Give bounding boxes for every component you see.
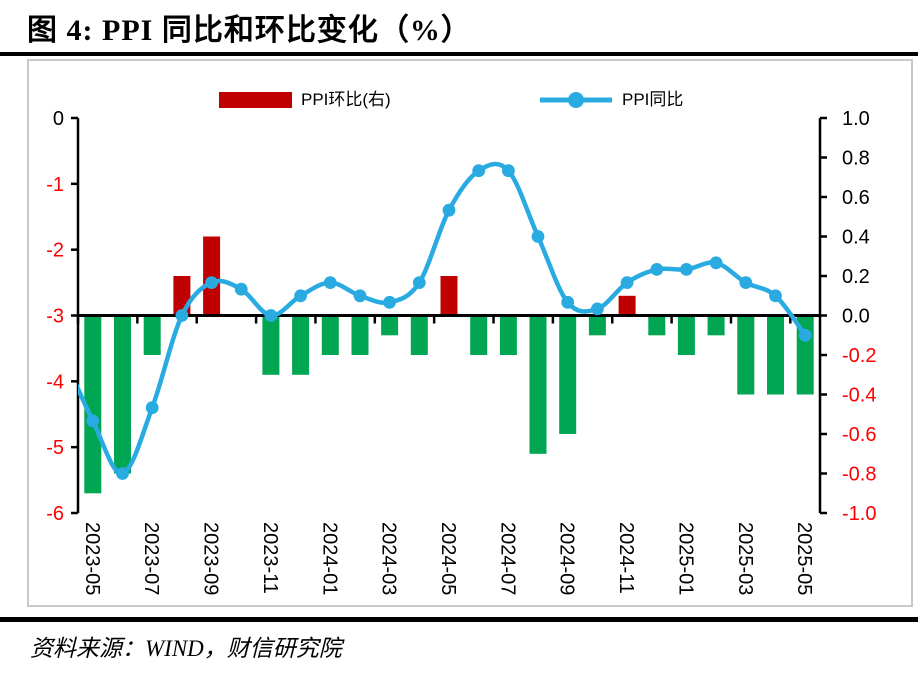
left-axis-tick-label: -5 (46, 437, 64, 459)
x-axis-tick-label: 2023-05 (81, 522, 103, 595)
yoy-data-point (264, 309, 278, 322)
right-axis-tick-label: -0.4 (842, 385, 876, 407)
bar-ppi-mom (707, 315, 725, 336)
figure-title: 图 4: PPI 同比和环比变化（%） (27, 14, 472, 47)
yoy-data-point (383, 295, 396, 309)
bar-ppi-mom (440, 276, 458, 316)
yoy-data-point (798, 328, 812, 342)
yoy-data-point (739, 276, 753, 289)
right-axis-tick-label: -0.2 (842, 345, 876, 367)
bar-ppi-mom (588, 315, 606, 336)
axes (71, 116, 827, 515)
x-axis-tick-label: 2025-01 (674, 522, 696, 595)
right-axis-tick-label: 0.8 (842, 148, 870, 170)
yoy-data-point (442, 203, 456, 217)
bar-ppi-mom (559, 315, 577, 434)
yoy-data-point (769, 289, 782, 303)
yoy-data-point (205, 276, 219, 289)
bar-ppi-mom (499, 315, 517, 355)
yoy-data-point (502, 164, 515, 178)
bar-ppi-mom (618, 295, 636, 316)
right-axis-labels: 1.0 0.8 0.6 0.4 0.2 0.0 -0.2 -0.4 -0.6 -0.8 -1.0 (842, 108, 876, 525)
left-axis-tick-label: -6 (46, 503, 64, 525)
x-axis-tick-label: 2024-11 (615, 522, 637, 594)
plot-svg: 0 -1 -2 -3 -4 -5 -6 1.0 0.8 0.6 0.4 0.2 0.0 -0.2 -0.4 -… (46, 108, 876, 595)
legend-item-ppi-mom: PPI环比(右) (219, 90, 391, 110)
x-axis-tick-label: 2024-07 (496, 522, 518, 595)
right-axis-tick-label: 0.2 (842, 266, 870, 288)
yoy-data-point (145, 401, 159, 415)
right-axis-tick-label: 0.4 (842, 227, 870, 249)
yoy-data-point (294, 289, 307, 303)
bar-ppi-mom (292, 315, 310, 375)
yoy-data-point (650, 263, 664, 276)
yoy-data-point (591, 302, 604, 316)
x-axis-tick-label: 2025-03 (734, 522, 756, 595)
bar-ppi-mom (529, 315, 547, 454)
x-axis-tick-label: 2024-03 (378, 522, 400, 595)
left-axis-labels: 0 -1 -2 -3 -4 -5 -6 (46, 108, 64, 525)
x-axis-tick-label: 2025-05 (793, 522, 815, 595)
bar-ppi-mom (203, 236, 221, 316)
bar-ppi-mom (381, 315, 399, 336)
right-axis-tick-label: 0.6 (842, 187, 870, 209)
right-axis-tick-label: 1.0 (842, 108, 870, 130)
yoy-data-point (353, 289, 367, 303)
right-axis-tick-label: -0.8 (842, 464, 876, 486)
yoy-line-path (78, 161, 808, 476)
bar-ppi-mom (84, 315, 102, 494)
yoy-data-point (86, 414, 100, 428)
x-axis-tick-label: 2023-11 (259, 522, 281, 594)
bar-ppi-mom (143, 315, 161, 355)
title-rule (0, 52, 918, 56)
x-axis-tick-label: 2023-07 (140, 522, 162, 595)
left-axis-tick-label: 0 (53, 108, 64, 130)
chart-panel: 0 -1 -2 -3 -4 -5 -6 1.0 0.8 0.6 0.4 0.2 0.0 -0.2 -0.4 -… (27, 59, 913, 607)
source-note: 资料来源：WIND，财信研究院 (30, 636, 342, 661)
yoy-data-point (709, 256, 723, 270)
ppi-yoy-markers (86, 164, 812, 480)
bar-ppi-mom (410, 315, 428, 355)
legend-label-ppi-mom: PPI环比(右) (301, 90, 391, 109)
x-axis-tick-label: 2024-05 (437, 522, 459, 595)
x-axis-tick-label: 2023-09 (200, 522, 222, 595)
yoy-data-point (412, 276, 426, 289)
line-marker-icon (540, 92, 612, 108)
bar-ppi-mom (262, 315, 280, 375)
bar-ppi-mom (321, 315, 339, 355)
bar-ppi-mom (351, 315, 369, 355)
x-axis-labels: 2023-05 2023-07 2023-09 2023-11 2024-01 2024-… (81, 522, 815, 595)
yoy-data-point (620, 276, 634, 289)
ppi-mom-bars (84, 236, 814, 494)
left-axis-tick-label: -3 (46, 306, 64, 328)
bar-ppi-mom (677, 315, 695, 355)
bar-ppi-mom (767, 315, 784, 395)
yoy-data-point (680, 263, 693, 276)
bar-ppi-mom (470, 315, 488, 355)
yoy-data-point (234, 282, 248, 296)
left-axis-tick-label: -1 (46, 174, 64, 196)
right-axis-tick-label: 0.0 (842, 306, 870, 328)
legend-item-ppi-yoy: PPI同比 (539, 90, 683, 110)
bottom-rule (0, 617, 918, 622)
yoy-data-point (175, 309, 189, 322)
left-axis-tick-label: -2 (46, 240, 64, 262)
ppi-yoy-line (78, 161, 808, 476)
x-axis-tick-label: 2024-09 (556, 522, 578, 595)
bar-swatch-icon (219, 92, 292, 108)
yoy-data-point (116, 467, 129, 480)
legend-label-ppi-yoy: PPI同比 (622, 90, 684, 109)
bar-ppi-mom (737, 315, 755, 395)
yoy-data-point (472, 164, 486, 178)
bar-ppi-mom (114, 315, 131, 474)
yoy-data-point (561, 295, 575, 309)
yoy-data-point (531, 230, 545, 243)
yoy-data-point (323, 276, 337, 289)
x-axis-tick-label: 2024-01 (318, 522, 340, 595)
right-axis-tick-label: -0.6 (842, 424, 876, 446)
left-axis-tick-label: -4 (46, 371, 64, 393)
right-axis-tick-label: -1.0 (842, 503, 876, 525)
bar-ppi-mom (648, 315, 666, 336)
